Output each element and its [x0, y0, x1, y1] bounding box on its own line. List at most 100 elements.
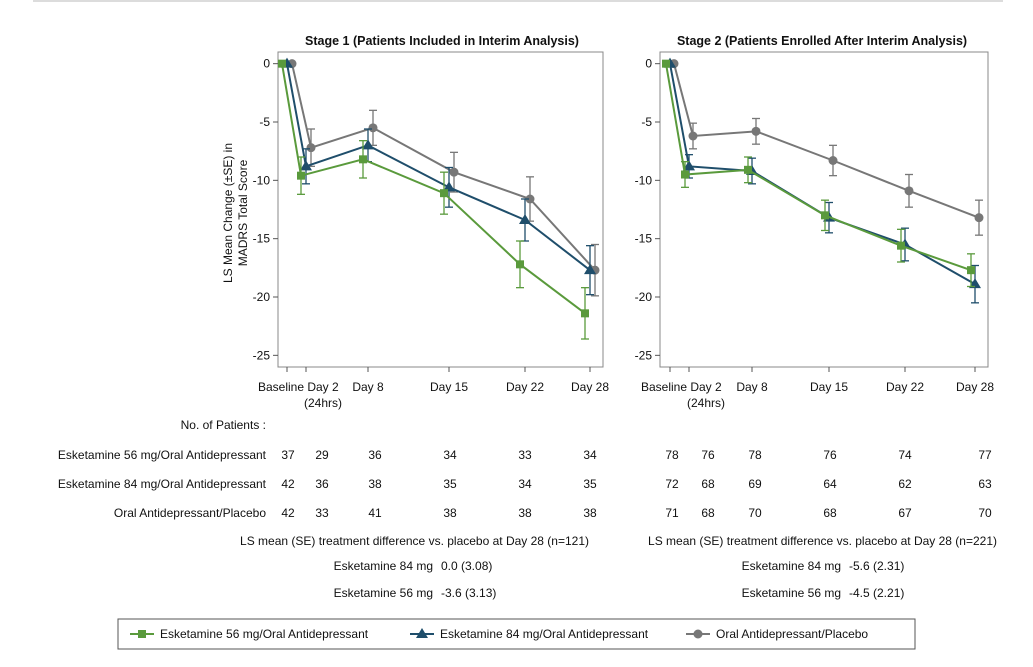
legend-swatch-marker	[138, 630, 146, 638]
data-point	[662, 59, 670, 68]
y-tick-label: -20	[253, 290, 271, 304]
x-tick-label: Day 22	[886, 380, 924, 394]
patient-count: 70	[748, 506, 762, 520]
patient-count: 62	[898, 477, 912, 491]
ls-mean-value: 0.0 (3.08)	[441, 559, 492, 573]
ls-mean-stage2: LS mean (SE) treatment difference vs. pl…	[648, 534, 997, 600]
data-point	[751, 126, 761, 136]
series-placebo	[669, 59, 984, 236]
y-tick-label: 0	[645, 57, 652, 71]
y-tick-label: 0	[263, 57, 270, 71]
patient-count: 42	[281, 506, 295, 520]
patient-count: 38	[368, 477, 382, 491]
y-tick-label: -25	[635, 348, 653, 362]
patient-count: 67	[898, 506, 912, 520]
series-esk84	[664, 57, 981, 304]
patient-count: 36	[368, 448, 382, 462]
stage2-panel: Stage 2 (Patients Enrolled After Interim…	[635, 34, 995, 410]
data-point	[828, 156, 838, 165]
data-point	[362, 139, 374, 150]
stage1-y-axis: 0 -5 -10 -15 -20 -25	[253, 57, 278, 362]
data-point	[681, 170, 689, 179]
ls-mean-label: Esketamine 56 mg	[334, 586, 433, 600]
stage1-x-axis: Baseline Day 2 (24hrs) Day 8 Day 15 Day 22 Day…	[258, 367, 609, 410]
series-line	[281, 63, 586, 315]
ls-mean-stage1-heading: LS mean (SE) treatment difference vs. pl…	[240, 534, 589, 548]
patient-count: 33	[315, 506, 329, 520]
ls-mean-stage1: LS mean (SE) treatment difference vs. pl…	[240, 534, 589, 600]
x-tick-label: (24hrs)	[304, 396, 342, 410]
y-axis-label: LS Mean Change (±SE) in MADRS Total Scor…	[221, 143, 250, 283]
stage1-panel: Stage 1 (Patients Included in Interim An…	[253, 34, 610, 410]
x-tick-label: Day 22	[506, 380, 544, 394]
patient-count: 35	[583, 477, 597, 491]
data-point	[300, 160, 312, 171]
legend-label: Esketamine 56 mg/Oral Antidepressant	[160, 627, 369, 641]
series-line	[669, 63, 976, 286]
series-line	[286, 63, 591, 271]
data-point	[368, 123, 378, 133]
patients-row-label: Oral Antidepressant/Placebo	[114, 506, 266, 520]
patients-row-label: Esketamine 56 mg/Oral Antidepressant	[58, 448, 267, 462]
legend-item: Esketamine 84 mg/Oral Antidepressant	[410, 627, 649, 641]
y-axis-label-line1: LS Mean Change (±SE) in	[221, 143, 235, 283]
patient-count: 64	[823, 477, 837, 491]
stage2-series	[662, 57, 984, 304]
data-point	[974, 213, 984, 223]
patient-count: 63	[978, 477, 992, 491]
legend-swatch-marker	[693, 629, 703, 639]
data-point	[683, 160, 695, 171]
data-point	[359, 155, 367, 164]
legend-label: Esketamine 84 mg/Oral Antidepressant	[440, 627, 649, 641]
x-tick-label: Day 8	[352, 380, 384, 394]
data-point	[516, 260, 524, 269]
patient-count: 68	[701, 477, 715, 491]
y-tick-label: -5	[641, 115, 652, 129]
patient-count: 38	[518, 506, 532, 520]
x-tick-label: Day 15	[810, 380, 848, 394]
y-tick-label: -5	[259, 115, 270, 129]
data-point	[584, 264, 596, 275]
x-tick-label: (24hrs)	[687, 396, 725, 410]
ls-mean-value: -5.6 (2.31)	[849, 559, 904, 573]
data-point	[297, 171, 305, 180]
series-esk56	[662, 59, 975, 288]
patient-count: 42	[281, 477, 295, 491]
patient-count: 37	[281, 448, 295, 462]
patient-count: 34	[518, 477, 532, 491]
data-point	[967, 266, 975, 275]
patients-counts: 37 29 36 34 33 34 78 76 78 76 74 77 42 36 38 35 34 35 72 68…	[281, 448, 992, 520]
patient-count: 77	[978, 448, 992, 462]
legend-item: Esketamine 56 mg/Oral Antidepressant	[130, 627, 369, 641]
data-point	[278, 59, 286, 68]
data-point	[449, 167, 459, 177]
patient-count: 33	[518, 448, 532, 462]
patient-count: 72	[665, 477, 679, 491]
series-line	[673, 63, 980, 219]
series-esk56	[278, 59, 589, 340]
patient-count: 68	[823, 506, 837, 520]
data-point	[904, 186, 914, 196]
patient-count: 35	[443, 477, 457, 491]
patient-count: 68	[701, 506, 715, 520]
data-point	[581, 309, 589, 318]
series-line	[291, 63, 596, 271]
y-axis-label-line2: MADRS Total Score	[236, 159, 250, 266]
series-esk84	[281, 57, 596, 296]
data-point	[969, 278, 981, 289]
stage1-title: Stage 1 (Patients Included in Interim An…	[305, 34, 579, 48]
stage2-plot-frame	[659, 51, 989, 368]
x-tick-label: Day 28	[956, 380, 994, 394]
y-tick-label: -20	[635, 290, 653, 304]
ls-mean-value: -4.5 (2.21)	[849, 586, 904, 600]
legend: Esketamine 56 mg/Oral Antidepressant Eske…	[130, 627, 868, 641]
data-point	[744, 165, 752, 174]
patients-row-label: Esketamine 84 mg/Oral Antidepressant	[58, 477, 267, 491]
data-point	[897, 241, 905, 250]
data-point	[821, 211, 829, 220]
patient-count: 29	[315, 448, 329, 462]
stage2-title: Stage 2 (Patients Enrolled After Interim…	[677, 34, 967, 48]
legend-swatch-marker	[416, 628, 428, 638]
patient-count: 70	[978, 506, 992, 520]
